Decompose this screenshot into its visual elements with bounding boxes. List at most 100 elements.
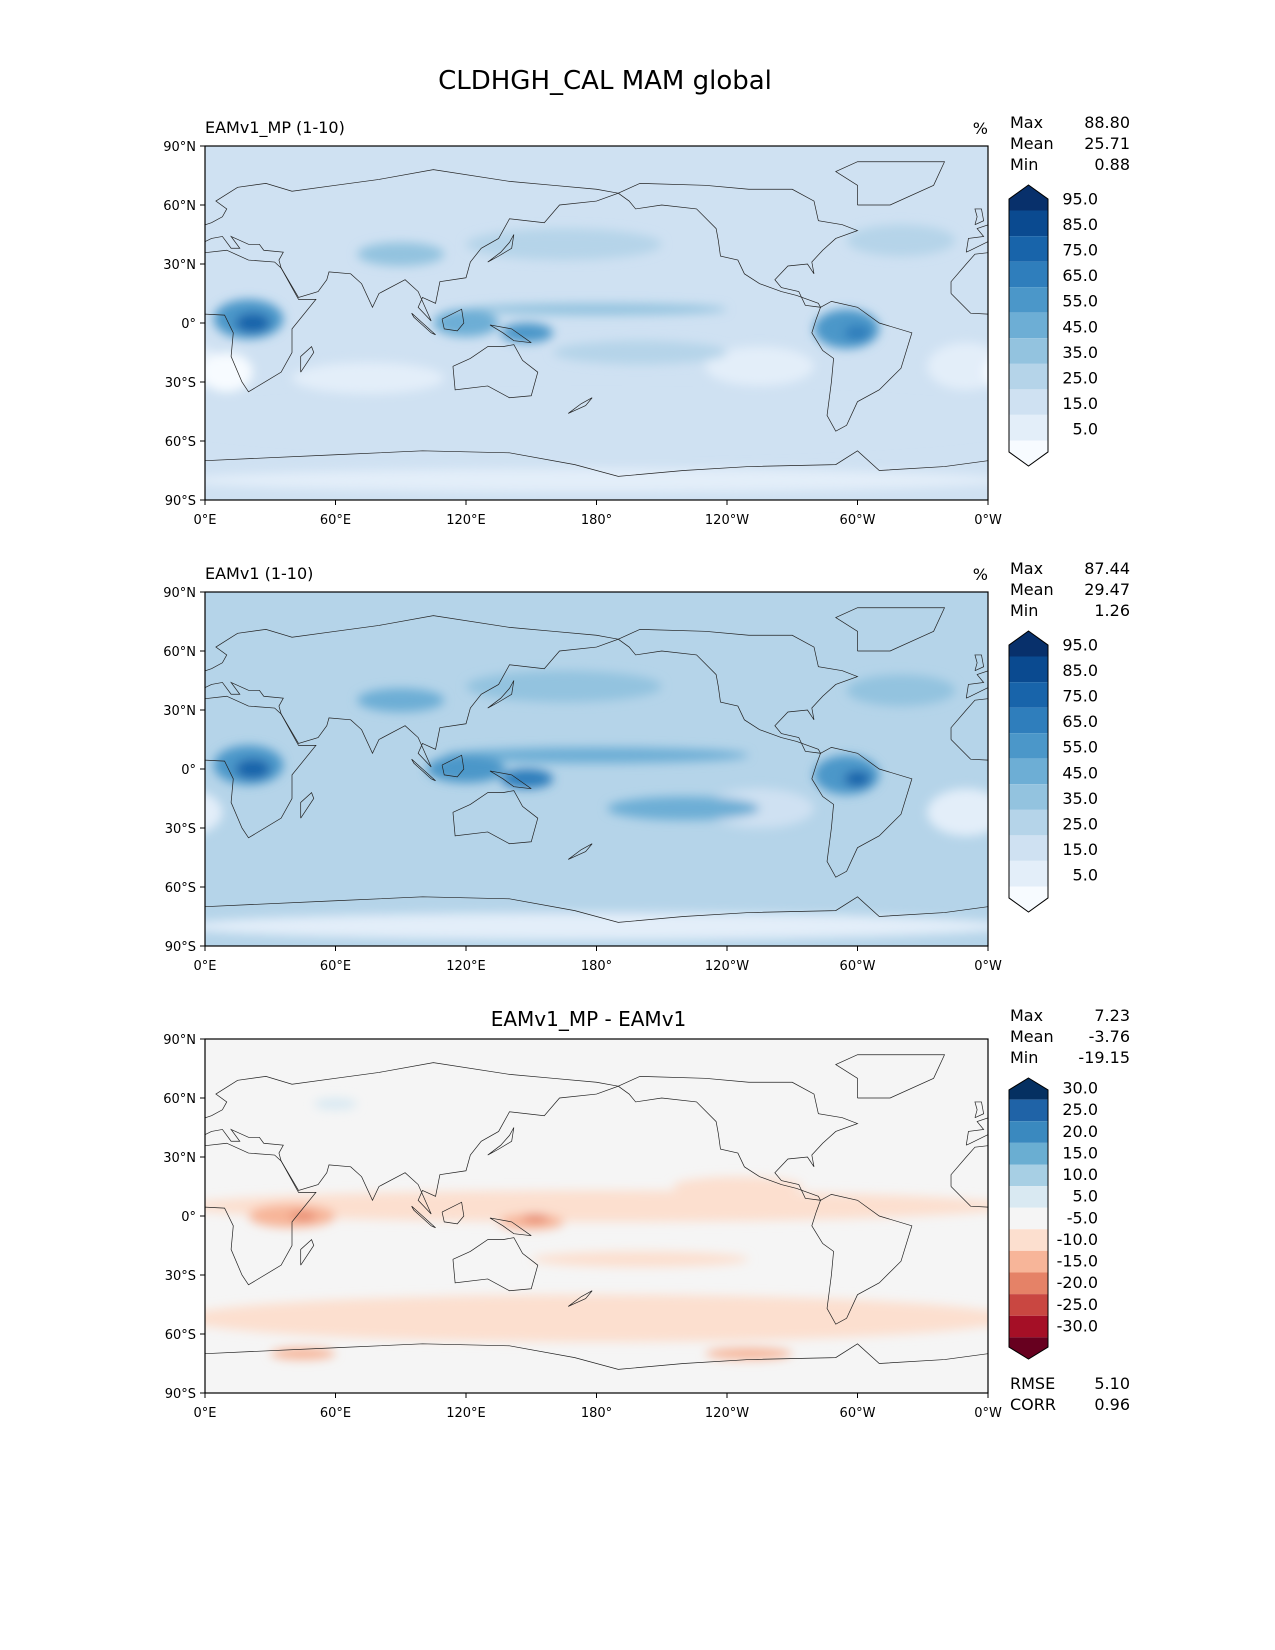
coastline <box>489 324 532 344</box>
colorbar-segment <box>1009 236 1048 262</box>
colorbar-segment <box>1009 1099 1048 1122</box>
colorbar-tick-label: 95.0 <box>1062 190 1098 209</box>
contour-region <box>0 1177 20 1197</box>
colorbar-segment <box>1009 707 1048 734</box>
x-tick-label: 120°W <box>705 959 749 974</box>
contour-region <box>846 674 956 707</box>
contour-region <box>205 413 227 429</box>
colorbar-segment <box>1009 1294 1048 1316</box>
x-tick-label: 0°W <box>974 513 1002 528</box>
x-tick-label: 120°W <box>705 1406 749 1421</box>
colorbar-segment <box>1009 1272 1048 1295</box>
coastline <box>441 308 465 332</box>
coastlines <box>0 607 1275 923</box>
colorbar-tick-label: -30.0 <box>1057 1316 1098 1335</box>
colorbar-segment <box>1009 1142 1048 1165</box>
coastline <box>205 249 317 393</box>
contour-field <box>0 592 1275 946</box>
colorbar-tick-label: 20.0 <box>1062 1122 1098 1141</box>
colorbar-segment <box>1009 860 1048 887</box>
coastline <box>489 770 532 790</box>
colorbar: 5.0 15.0 25.0 35.0 45.0 55.0 65.0 75.0 85.0 95.0 <box>1008 630 1098 913</box>
colorbar-segment <box>1009 312 1048 339</box>
contour-region <box>289 1212 316 1220</box>
colorbar-tick-label: -25.0 <box>1057 1295 1098 1314</box>
colorbar-segment <box>1009 185 1048 211</box>
contour-region <box>607 796 760 821</box>
colorbar-segment <box>1009 682 1048 708</box>
contour-region <box>357 242 445 266</box>
contour-region <box>235 313 271 333</box>
contour-region <box>1210 755 1275 783</box>
contour-region <box>205 476 227 485</box>
colorbar-segment <box>1009 886 1048 912</box>
colorbar-tick-label: 35.0 <box>1062 343 1098 362</box>
stat-label: Min <box>1010 601 1038 620</box>
contour-region <box>292 362 445 394</box>
colorbar-segment <box>1009 1207 1048 1230</box>
contour-region <box>0 347 31 386</box>
colorbar-tick-label: 85.0 <box>1062 215 1098 234</box>
colorbar: -30.0 -25.0 -20.0 -15.0 -10.0 -5.0 5.0 10.0 15.0… <box>1008 1077 1098 1360</box>
coastline <box>618 1076 859 1201</box>
stat-value: -19.15 <box>1078 1048 1130 1067</box>
y-tick-label: 30°S <box>165 376 196 391</box>
x-tick-label: 120°W <box>705 513 749 528</box>
x-tick-label: 60°W <box>840 513 876 528</box>
coastline <box>568 843 593 860</box>
colorbar-segment <box>1009 1121 1048 1143</box>
coastline <box>1225 755 1247 777</box>
colorbar-outline <box>1008 184 1049 467</box>
stat-label: Max <box>1010 559 1043 578</box>
x-tick-label: 120°E <box>446 513 486 528</box>
coastline <box>487 234 515 263</box>
colorbar-tick-label: 5.0 <box>1073 865 1098 884</box>
coastline <box>441 754 465 778</box>
coastline <box>300 791 315 819</box>
stat-value: 25.71 <box>1084 134 1130 153</box>
rmse-value: 5.10 <box>1094 1374 1130 1393</box>
x-tick-label: 0°W <box>974 1406 1002 1421</box>
colorbar-tick-label: -10.0 <box>1057 1230 1098 1249</box>
coastline <box>300 345 315 373</box>
coastline <box>205 169 620 322</box>
stat-label: Max <box>1010 113 1043 132</box>
y-tick-label: 0° <box>181 1210 196 1225</box>
colorbar-segment <box>1009 363 1048 390</box>
stat-value: 1.26 <box>1094 601 1130 620</box>
coastline <box>205 896 988 923</box>
contour-region <box>522 1214 549 1222</box>
colorbar-segment <box>1009 631 1048 657</box>
coastline <box>0 629 75 753</box>
colorbar-tick-label: 15.0 <box>1062 1143 1098 1162</box>
colorbar-segment <box>1009 784 1048 810</box>
contour-region <box>31 755 96 794</box>
contour-region <box>966 921 988 931</box>
stat-label: Mean <box>1010 580 1054 599</box>
coastline <box>29 1194 129 1324</box>
coastline <box>1271 681 1275 709</box>
stat-value: 0.88 <box>1094 155 1130 174</box>
coastline <box>1271 1128 1275 1156</box>
coastline <box>53 608 162 651</box>
coastline <box>1271 235 1275 263</box>
colorbar-segment <box>1009 1229 1048 1251</box>
colorbar-segment <box>1009 733 1048 759</box>
panel-subtitle: EAMv1 (1-10) <box>205 564 313 583</box>
contour-field <box>0 1039 1275 1393</box>
colorbar-segment <box>1009 1250 1048 1273</box>
y-tick-label: 90°S <box>165 940 196 955</box>
corr-label: CORR <box>1010 1395 1056 1414</box>
contour-region <box>205 397 988 445</box>
colorbar-segment <box>1009 414 1048 441</box>
contour-region <box>61 325 87 341</box>
colorbar-tick-label: 5.0 <box>1073 419 1098 438</box>
contour-region <box>205 792 223 832</box>
coastline <box>618 629 859 754</box>
colorbar-tick-label: 25.0 <box>1062 814 1098 833</box>
x-tick-label: 120°E <box>446 1406 486 1421</box>
colorbar-segment <box>1009 440 1048 466</box>
map-panel-reference: 0°E 60°E 120°E 180° 120°W 60°W 0°W 90°N 60°N 30°N… <box>0 559 1275 974</box>
coastline <box>452 1237 539 1292</box>
colorbar-segment <box>1009 1337 1048 1359</box>
